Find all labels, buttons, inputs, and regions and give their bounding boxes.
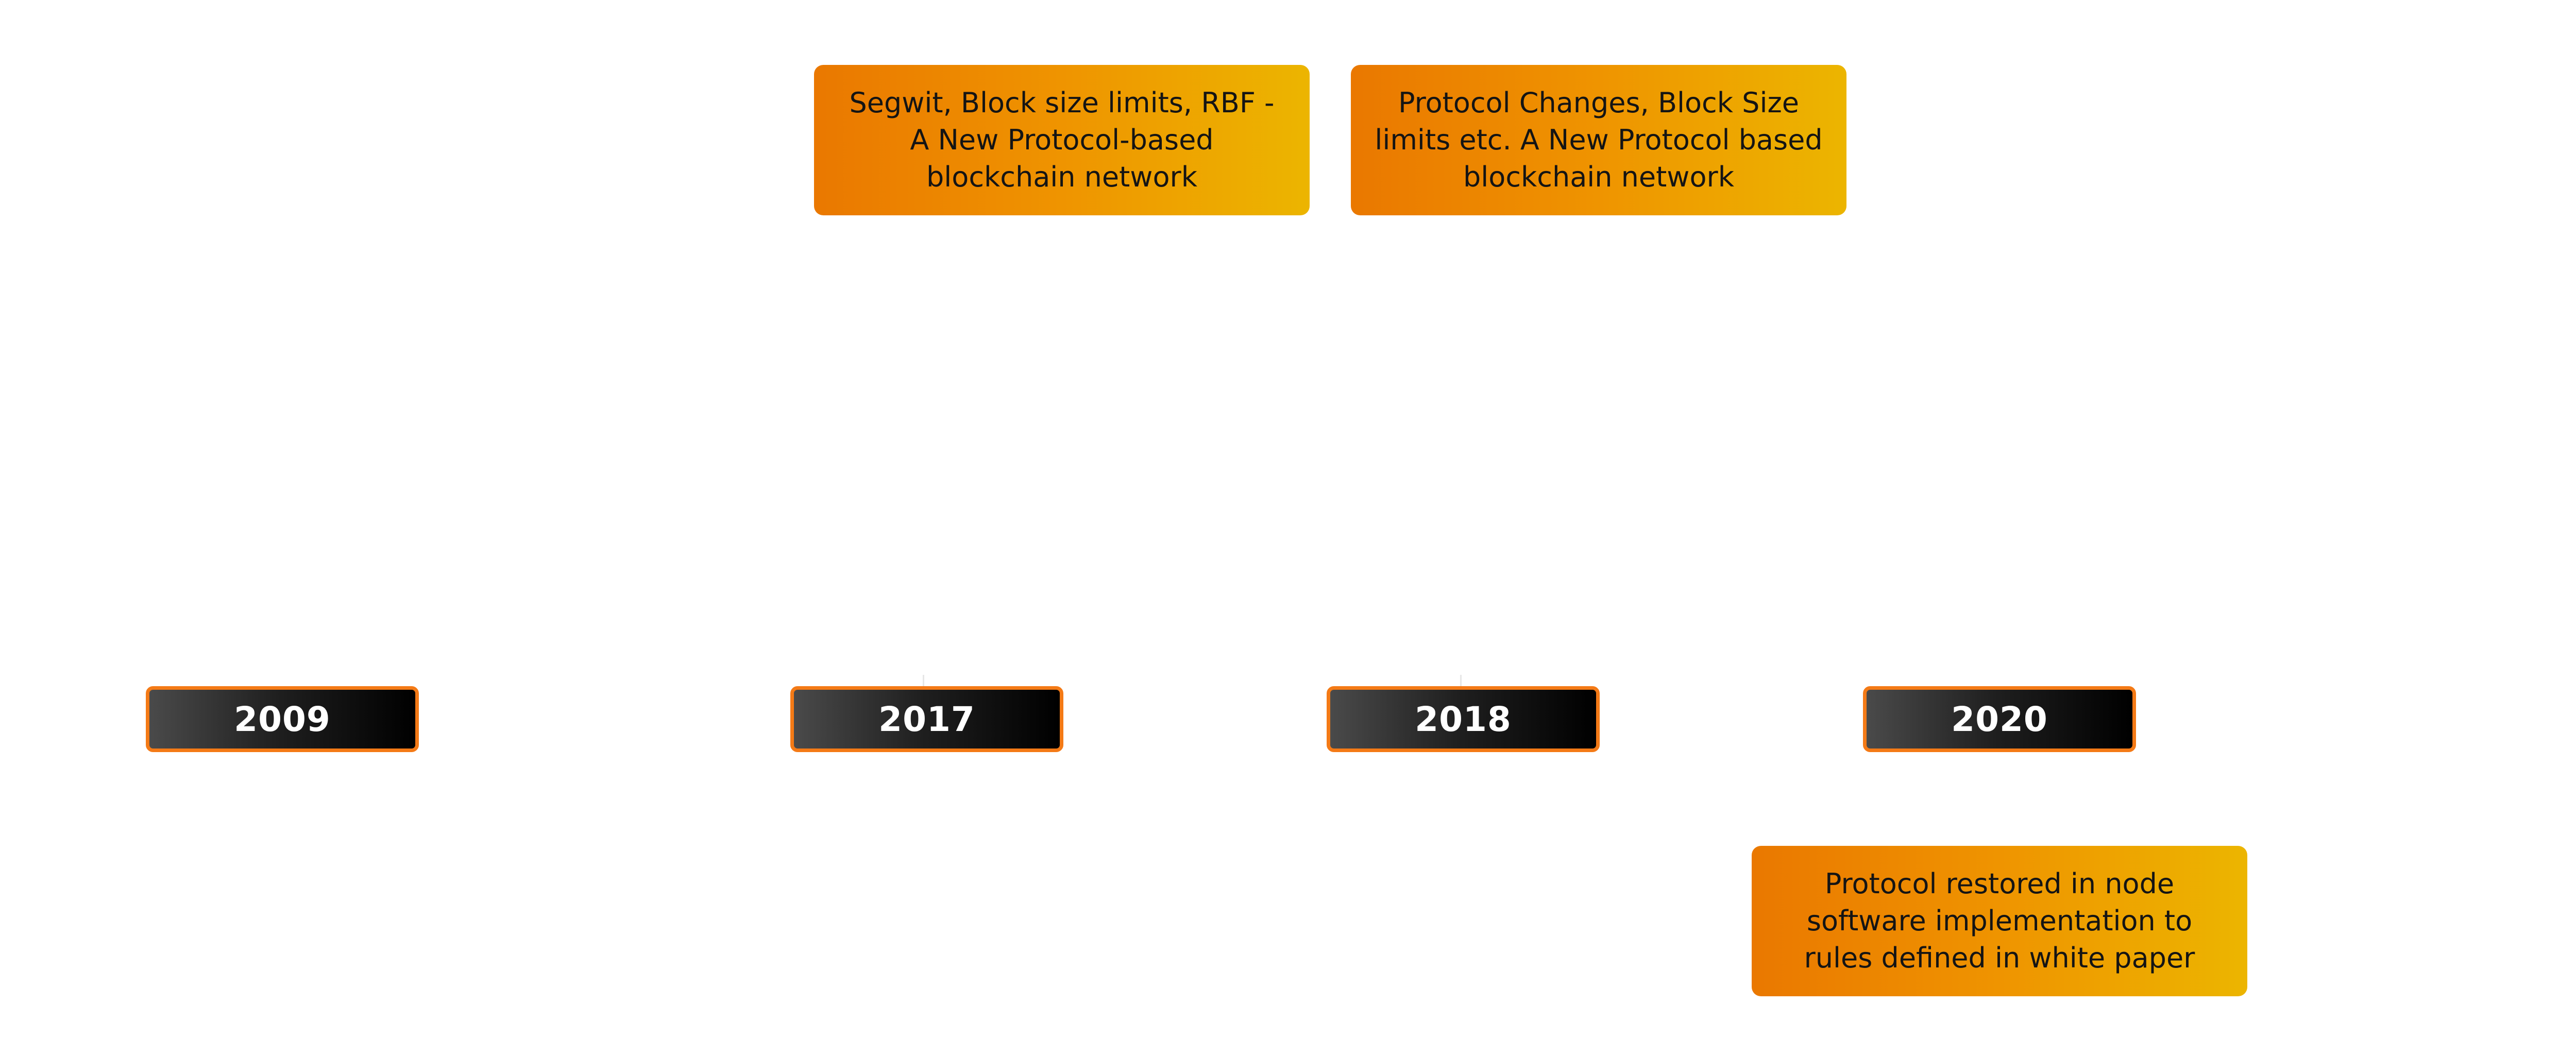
year-pill-2017: 2017 bbox=[790, 686, 1063, 752]
event-text-2017: Segwit, Block size limits, RBF - A New P… bbox=[849, 87, 1275, 193]
event-box-2018: Protocol Changes, Block Size limits etc.… bbox=[1351, 65, 1846, 215]
event-box-2017: Segwit, Block size limits, RBF - A New P… bbox=[814, 65, 1310, 215]
connector-2017 bbox=[923, 675, 924, 690]
year-label-2009: 2009 bbox=[234, 699, 331, 739]
year-label-2017: 2017 bbox=[878, 699, 975, 739]
year-pill-2009: 2009 bbox=[146, 686, 419, 752]
year-label-2020: 2020 bbox=[1951, 699, 2048, 739]
year-pill-2020: 2020 bbox=[1863, 686, 2136, 752]
year-label-2018: 2018 bbox=[1415, 699, 1512, 739]
event-text-2020: Protocol restored in node software imple… bbox=[1804, 867, 2195, 974]
connector-2018 bbox=[1460, 675, 1462, 690]
year-pill-2018: 2018 bbox=[1327, 686, 1600, 752]
event-text-2018: Protocol Changes, Block Size limits etc.… bbox=[1375, 87, 1823, 193]
event-box-2020: Protocol restored in node software imple… bbox=[1752, 846, 2247, 996]
